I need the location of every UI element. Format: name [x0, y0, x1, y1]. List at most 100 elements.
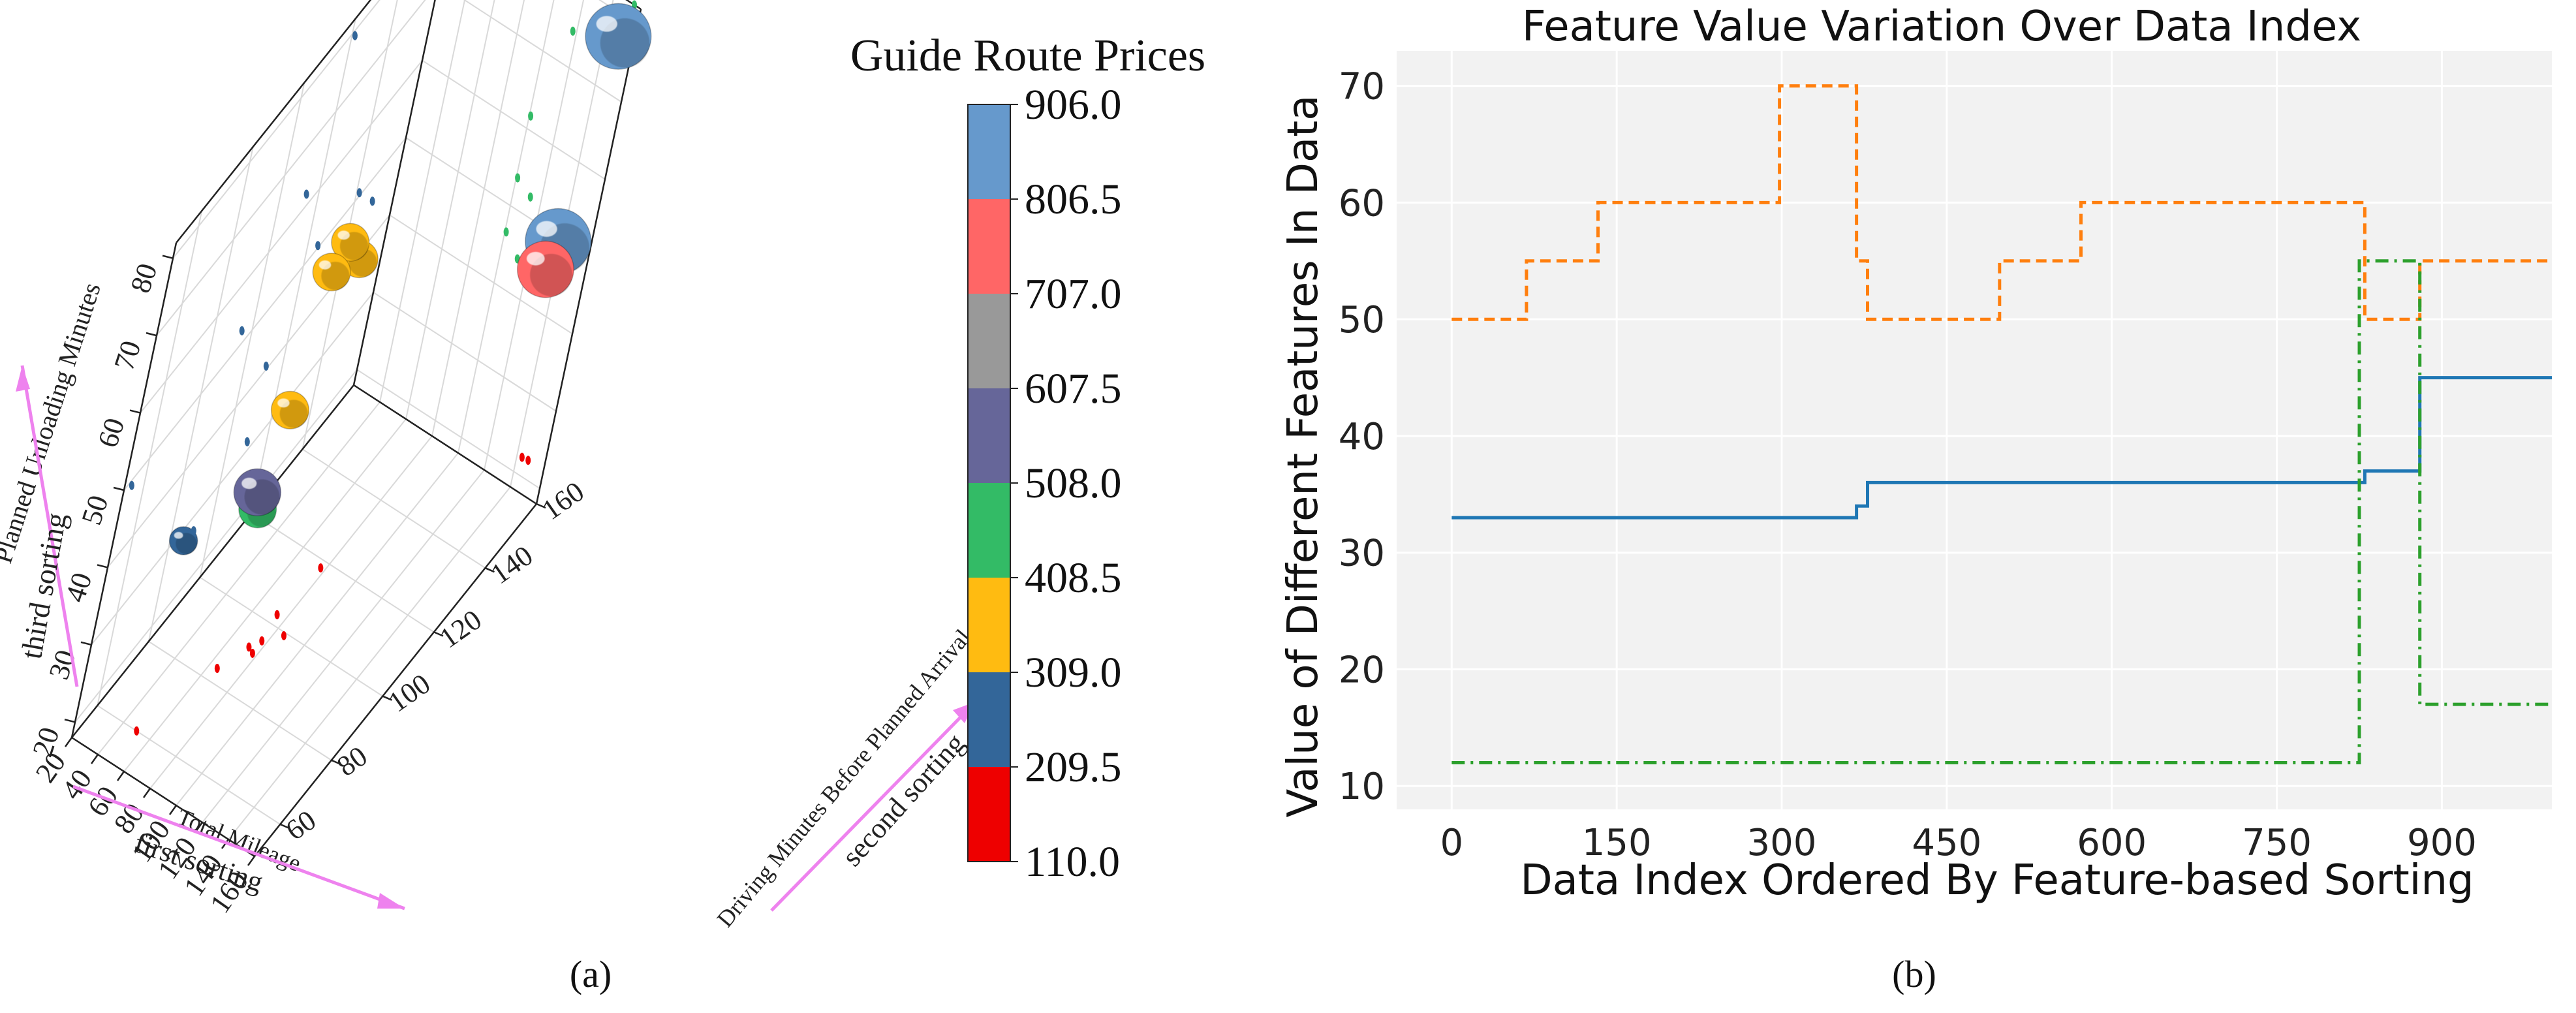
- y-tick-mark: [279, 823, 290, 830]
- data-point: [259, 636, 265, 646]
- sphere-highlight: [536, 221, 557, 237]
- z-tick-mark: [162, 255, 174, 259]
- x-tick-label: 600: [2077, 822, 2147, 864]
- sphere-highlight: [337, 230, 350, 240]
- panel-b-line-chart: 0 150 300 450 600 750 900 10 20 30 40 50 60 70 Featu…: [1279, 3, 2552, 995]
- colorbar-tick-label: 607.5: [1025, 365, 1122, 413]
- data-point: [191, 526, 196, 536]
- y-tick-label: 10: [1339, 766, 1385, 808]
- data-sphere: [516, 240, 574, 298]
- colorbar-segment: [968, 199, 1010, 294]
- x-tick-label: 450: [1912, 822, 1981, 864]
- floor-gridline: [148, 640, 332, 761]
- back-wall-gridline: [463, 0, 622, 102]
- back-wall-gridline: [598, 0, 638, 25]
- y-tick-mark: [536, 503, 546, 509]
- box-edge: [254, 503, 537, 857]
- back-wall-gridline: [353, 0, 436, 386]
- data-point: [281, 631, 287, 640]
- data-point: [214, 664, 220, 674]
- x-tick-mark: [168, 805, 178, 815]
- x-tick-label: 150: [1582, 822, 1652, 864]
- data-point: [134, 726, 140, 736]
- third-sorting-arrow: [16, 365, 79, 687]
- floor-gridline: [251, 512, 435, 633]
- colorbar-tick-label: 209.5: [1025, 743, 1122, 791]
- y-tick-label: 140: [485, 539, 538, 590]
- sphere-shade: [279, 399, 308, 428]
- data-point: [519, 452, 525, 462]
- first-sorting-arrow: [72, 785, 405, 911]
- data-point: [318, 563, 324, 573]
- colorbar-segment: [968, 388, 1010, 484]
- y-axis-title: Value of Different Features In Data: [1279, 95, 1327, 817]
- z-tick-mark: [129, 409, 141, 414]
- data-sphere: [312, 253, 351, 292]
- floor-gridline: [149, 435, 433, 789]
- data-point: [369, 196, 375, 206]
- z-tick-mark: [80, 641, 92, 646]
- colorbar-segment: [968, 483, 1010, 578]
- data-point: [503, 227, 509, 237]
- side-wall-gridline: [140, 59, 423, 414]
- side-wall-gridline: [353, 0, 436, 386]
- series-line-feature-2: [1451, 84, 2552, 321]
- side-wall-gridline: [123, 137, 407, 491]
- colorbar-title: Guide Route Prices: [850, 31, 1205, 81]
- data-point: [303, 189, 309, 199]
- back-wall-gridline: [422, 59, 606, 180]
- panel-a-caption: (a): [570, 953, 612, 995]
- x-axis-title: Data Index Ordered By Feature-based Sort…: [1520, 856, 2474, 905]
- z-tick-mark: [113, 486, 125, 491]
- box-edge: [352, 0, 436, 386]
- y-tick-label: 20: [1339, 649, 1385, 691]
- panel-b-series: [1451, 84, 2552, 764]
- sphere-shade: [244, 479, 280, 515]
- sphere-highlight: [277, 398, 290, 408]
- colorbar-segment: [968, 578, 1010, 673]
- floor-gridline: [97, 401, 380, 755]
- panel-b-y-tick-labels: 10 20 30 40 50 60 70: [1339, 66, 1385, 809]
- x-tick-label: 750: [2242, 822, 2312, 864]
- z-tick-label: 80: [124, 260, 163, 297]
- y-tick-label: 160: [536, 475, 590, 526]
- data-point: [249, 648, 255, 658]
- sphere-highlight: [318, 260, 332, 270]
- floor-gridline: [202, 469, 485, 823]
- sphere-shade: [321, 262, 350, 290]
- series-line-feature-1: [1451, 376, 2552, 520]
- y-tick-label: 40: [1339, 416, 1385, 458]
- y-tick-mark: [433, 631, 444, 637]
- data-point: [528, 111, 534, 121]
- floor-gridline: [176, 452, 459, 806]
- x-tick-mark: [90, 754, 99, 764]
- floor-gridline: [97, 705, 281, 825]
- x-tick-mark: [64, 737, 73, 747]
- floor-gridline: [123, 418, 407, 772]
- y-tick-label: 60: [1339, 182, 1385, 225]
- data-point: [246, 642, 252, 652]
- data-point: [527, 192, 533, 202]
- x-tick-label: 300: [1747, 822, 1817, 864]
- x-tick-mark: [194, 822, 204, 832]
- side-wall-gridline: [91, 292, 374, 646]
- colorbar-tick-label: 408.5: [1025, 554, 1122, 602]
- sphere-shade: [176, 533, 197, 554]
- y-tick-label: 60: [280, 804, 322, 847]
- x-tick-label: 900: [2407, 822, 2477, 864]
- data-point: [525, 456, 531, 465]
- colorbar-segment: [968, 294, 1010, 389]
- data-point: [239, 326, 245, 335]
- sphere-shade: [530, 253, 572, 296]
- data-sphere: [270, 390, 310, 429]
- plot-area-background: [1397, 51, 2552, 809]
- z-tick-label: 50: [75, 491, 114, 529]
- sphere-shade: [600, 18, 650, 68]
- chart-title: Feature Value Variation Over Data Index: [1522, 3, 2361, 51]
- box-edge: [71, 736, 255, 858]
- z-tick-label: 60: [91, 414, 131, 452]
- panel-b-caption: (b): [1892, 953, 1936, 995]
- x-tick-mark: [142, 788, 151, 798]
